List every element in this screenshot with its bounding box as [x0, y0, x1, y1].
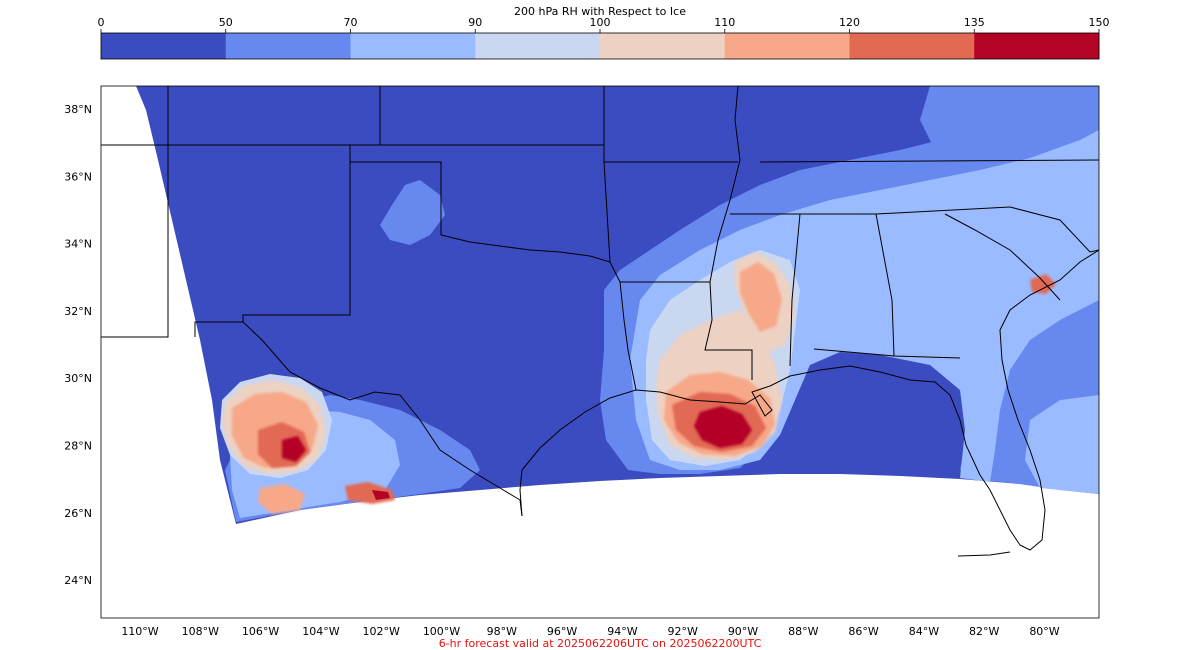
longitude-label: 88°W [788, 625, 818, 638]
boundaries [101, 86, 1099, 557]
colorbar-tick-label: 150 [1089, 16, 1110, 29]
colorbar-swatch [101, 33, 227, 59]
latitude-labels: 38°N 36°N 34°N 32°N 30°N 28°N 26°N 24°N [64, 103, 92, 587]
rh-135-150-gulf [694, 406, 752, 448]
colorbar: 200 hPa RH with Respect to Ice 0 50 70 90 10… [98, 5, 1110, 60]
coast-gulf-east [789, 365, 981, 476]
latitude-label: 24°N [64, 574, 92, 587]
forecast-valid-text: 6-hr forecast valid at 2025062206UTC on … [439, 637, 762, 650]
boundary-ga-sc [944, 213, 1061, 301]
map-frame [100, 85, 1100, 619]
colorbar-tick-label: 50 [219, 16, 233, 29]
longitude-label: 84°W [909, 625, 939, 638]
colorbar-tick-label: 120 [839, 16, 860, 29]
boundary-nc-sc [1009, 206, 1099, 253]
colorbar-tick-label: 100 [590, 16, 611, 29]
rh-110-120-ms [740, 262, 782, 332]
colorbar-swatch [600, 33, 726, 59]
colorbar-swatches [101, 33, 1100, 59]
colorbar-swatch [475, 33, 601, 59]
colorbar-tick-label: 135 [964, 16, 985, 29]
colorbar-title: 200 hPa RH with Respect to Ice [514, 5, 686, 18]
longitude-label: 110°W [121, 625, 158, 638]
boundary-ky-tn [759, 159, 1099, 163]
colorbar-tick-label: 0 [98, 16, 105, 29]
boundary-fl-panhandle [813, 348, 961, 359]
colorbar-tick-label: 70 [344, 16, 358, 29]
colorbar-ticks: 0 50 70 90 100 110 120 135 150 [98, 16, 1110, 33]
longitude-label: 108°W [182, 625, 219, 638]
boundary-red-river [440, 234, 621, 283]
longitude-label: 104°W [302, 625, 339, 638]
longitude-label: 90°W [728, 625, 758, 638]
boundary-al-ga [875, 213, 895, 357]
longitude-label: 82°W [969, 625, 999, 638]
boundary-mississippi-river [704, 86, 753, 380]
longitude-label: 94°W [607, 625, 637, 638]
rh-70-90-florida [1025, 395, 1099, 494]
coast-texas [519, 389, 661, 517]
boundary-nm-tx-east [242, 145, 351, 322]
rh-cell-border [258, 484, 305, 514]
boundary-mexico [195, 321, 523, 517]
longitude-label: 100°W [423, 625, 460, 638]
boundary-tx-la [619, 281, 637, 391]
colorbar-swatch [225, 33, 351, 59]
coast-florida [979, 249, 1099, 551]
longitude-label: 86°W [848, 625, 878, 638]
colorbar-swatch [974, 33, 1100, 59]
rh-50-70-north [920, 86, 1099, 168]
longitude-label: 96°W [547, 625, 577, 638]
latitude-label: 26°N [64, 507, 92, 520]
latitude-label: 32°N [64, 305, 92, 318]
boundary-ms-al [789, 213, 801, 367]
longitude-labels: 110°W 108°W 106°W 104°W 102°W 100°W 98°W 96°W 94… [121, 625, 1059, 638]
colorbar-swatch [724, 33, 850, 59]
rh-field [136, 86, 1099, 524]
map-panel: 38°N 36°N 34°N 32°N 30°N 28°N 26°N 24°N 110°W 10… [64, 85, 1100, 638]
rh-135-150-west [282, 436, 306, 462]
rh-50-70-panhandle [380, 180, 445, 245]
colorbar-swatch [849, 33, 975, 59]
coast-louisiana [659, 375, 791, 417]
latitude-label: 34°N [64, 238, 92, 251]
rh-cell-south-texas-core [372, 490, 390, 500]
coast-keys [957, 551, 1011, 557]
latitude-label: 38°N [64, 103, 92, 116]
longitude-label: 102°W [363, 625, 400, 638]
longitude-label: 80°W [1029, 625, 1059, 638]
longitude-label: 98°W [487, 625, 517, 638]
latitude-label: 28°N [64, 440, 92, 453]
latitude-label: 36°N [64, 170, 92, 183]
colorbar-tick-label: 90 [468, 16, 482, 29]
colorbar-swatch [350, 33, 476, 59]
longitude-label: 92°W [668, 625, 698, 638]
longitude-label: 106°W [242, 625, 279, 638]
latitude-label: 30°N [64, 372, 92, 385]
boundary-nm-west [101, 86, 169, 338]
boundary-ok-panhandle [350, 161, 442, 235]
colorbar-tick-label: 110 [714, 16, 735, 29]
